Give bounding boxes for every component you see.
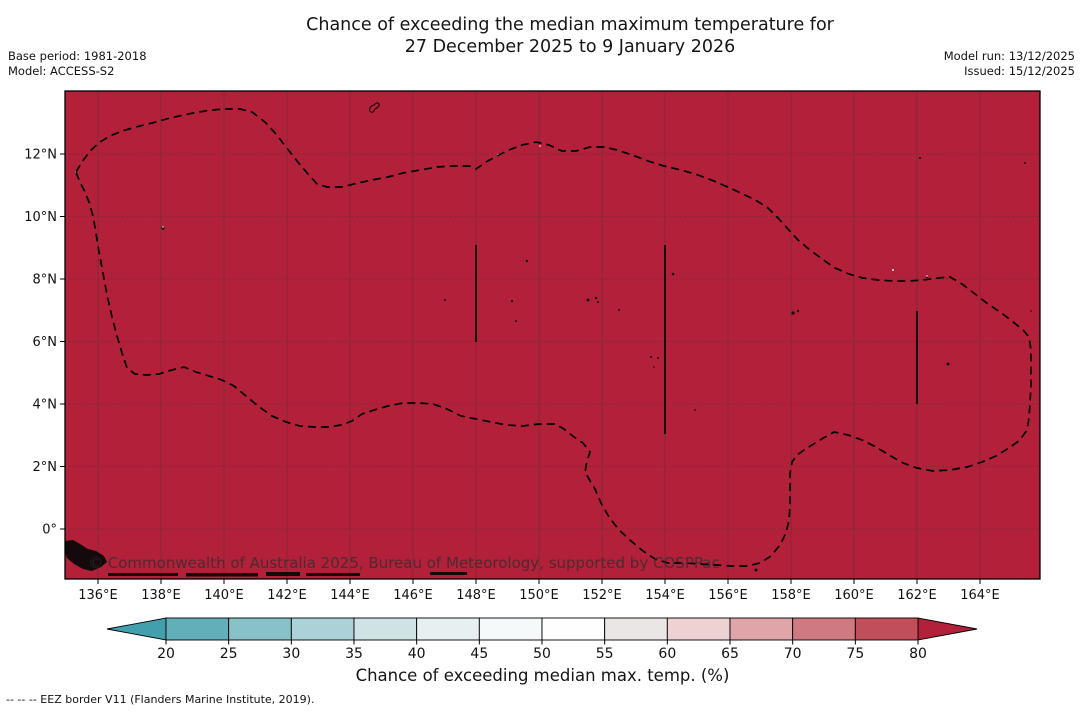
map-frame xyxy=(64,90,1041,580)
x-tick-label: 144°E xyxy=(330,588,370,603)
eez-border-path xyxy=(75,108,1032,567)
y-tick-label: 2°N xyxy=(33,460,58,475)
guam-outline xyxy=(369,102,380,113)
colorbar-tick-label: 60 xyxy=(658,646,676,662)
colorbar-segment xyxy=(228,617,292,641)
eez-internal-boundaries xyxy=(475,245,918,434)
colorbar-arrow-over xyxy=(917,617,978,641)
colorbar-tick-label: 40 xyxy=(408,646,426,662)
map-probability-field xyxy=(65,91,1040,579)
base-period-text: Base period: 1981-2018 xyxy=(8,49,147,63)
coastline-fragments xyxy=(65,540,758,577)
x-tick-label: 138°E xyxy=(141,588,181,603)
colorbar-tick-label: 35 xyxy=(345,646,363,662)
copyright-watermark: © Commonwealth of Australia 2025, Bureau… xyxy=(88,554,720,572)
issued-text: Issued: 15/12/2025 xyxy=(964,63,1075,78)
colorbar-segment xyxy=(604,617,668,641)
colorbar-segment xyxy=(416,617,480,641)
y-tick-label: 12°N xyxy=(24,148,57,163)
colorbar-tick-label: 65 xyxy=(721,646,739,662)
colorbar-arrow-under xyxy=(106,617,167,641)
colorbar-label: Chance of exceeding median max. temp. (%… xyxy=(355,666,730,685)
x-tick-label: 154°E xyxy=(645,588,685,603)
x-tick-label: 140°E xyxy=(204,588,244,603)
x-tick-label: 160°E xyxy=(834,588,874,603)
x-tick-label: 146°E xyxy=(393,588,433,603)
colorbar-tick-label: 80 xyxy=(909,646,927,662)
x-tick-label: 156°E xyxy=(708,588,748,603)
colorbar-segment xyxy=(353,617,418,641)
colorbar-tick-label: 55 xyxy=(596,646,614,662)
page-title-line1: Chance of exceeding the median maximum t… xyxy=(306,15,834,35)
colorbar-tick-label: 70 xyxy=(784,646,802,662)
y-tick-label: 10°N xyxy=(24,210,57,225)
colorbar-segment xyxy=(541,617,606,641)
x-tick-label: 148°E xyxy=(456,588,496,603)
y-tick-label: 0° xyxy=(42,523,57,538)
colorbar-segment xyxy=(478,617,543,641)
x-tick-label: 142°E xyxy=(267,588,307,603)
colorbar-tick-label: 20 xyxy=(157,646,175,662)
colorbar-tick-label: 50 xyxy=(533,646,551,662)
y-tick-label: 6°N xyxy=(33,335,58,350)
model-text: Model: ACCESS-S2 xyxy=(8,63,115,78)
graticule-gridlines xyxy=(65,91,1040,579)
page-title: Chance of exceeding the median maximum t… xyxy=(55,14,1085,58)
colorbar-segment xyxy=(666,617,731,641)
eez-footnote: -- -- -- EEZ border V11 (Flanders Marine… xyxy=(6,693,315,706)
x-tick-label: 150°E xyxy=(519,588,559,603)
colorbar-tick-label: 75 xyxy=(846,646,864,662)
colorbar-segment xyxy=(729,617,794,641)
island-dots xyxy=(161,157,1032,411)
x-tick-label: 152°E xyxy=(582,588,622,603)
meta-left: Base period: 1981-2018 Model: ACCESS-S2 xyxy=(8,49,147,78)
colorbar-segment xyxy=(165,617,230,641)
axis-ticks-and-labels: 136°E 138°E 140°E 142°E 144°E 146°E 148°E 150°E… xyxy=(24,148,1000,604)
model-run-text: Model run: 13/12/2025 xyxy=(943,49,1075,63)
colorbar-segment xyxy=(290,617,355,641)
x-tick-label: 158°E xyxy=(771,588,811,603)
page-title-line2: 27 December 2025 to 9 January 2026 xyxy=(404,37,736,57)
x-tick-label: 162°E xyxy=(897,588,937,603)
colorbar-segment xyxy=(792,617,856,641)
x-tick-label: 136°E xyxy=(78,588,118,603)
colorbar-tick-label: 25 xyxy=(220,646,238,662)
colorbar-tick-label: 45 xyxy=(470,646,488,662)
y-tick-label: 4°N xyxy=(33,398,58,413)
colorbar-segment xyxy=(854,617,919,641)
meta-right: Model run: 13/12/2025 Issued: 15/12/2025 xyxy=(944,49,1075,78)
x-tick-label: 164°E xyxy=(960,588,1000,603)
colorbar: 20 25 30 35 40 45 50 55 60 65 70 75 80 xyxy=(106,617,978,662)
colorbar-tick-label: 30 xyxy=(282,646,300,662)
y-tick-label: 8°N xyxy=(33,273,58,288)
